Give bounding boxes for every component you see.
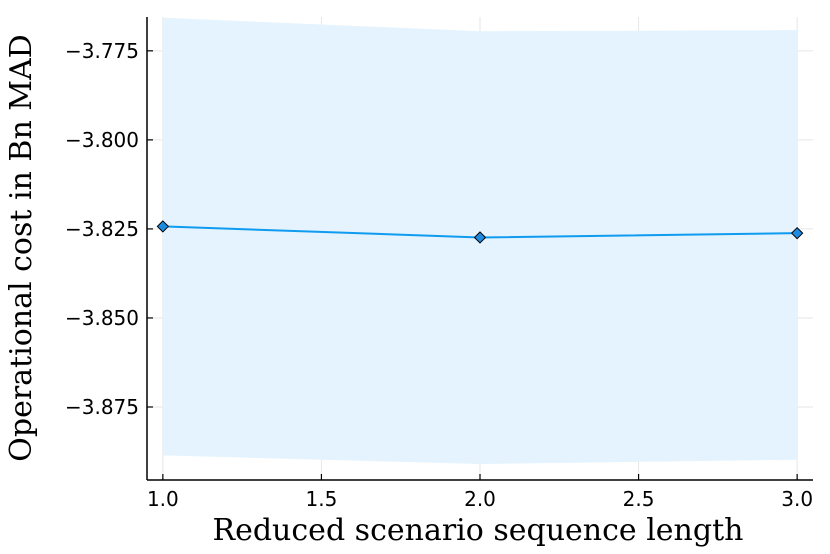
x-tick-label: 2.0 bbox=[464, 487, 496, 511]
y-tick-label: −3.800 bbox=[65, 128, 139, 152]
data-point-marker bbox=[156, 220, 170, 233]
series-layer bbox=[156, 220, 804, 244]
x-tick-label: 1.5 bbox=[306, 487, 338, 511]
x-tick-label: 3.0 bbox=[781, 487, 813, 511]
y-axis-ticks: −3.775 −3.800 −3.825 −3.850 −3.875 bbox=[65, 39, 153, 419]
x-tick-label: 2.5 bbox=[623, 487, 655, 511]
x-axis-label: Reduced scenario sequence length bbox=[213, 513, 744, 548]
data-point-marker bbox=[473, 231, 487, 244]
y-tick-label: −3.775 bbox=[65, 39, 139, 63]
x-axis-ticks: 1.0 1.5 2.0 2.5 3.0 bbox=[147, 474, 813, 511]
y-axis-label: Operational cost in Bn MAD bbox=[4, 34, 39, 461]
y-tick-label: −3.850 bbox=[65, 306, 139, 330]
y-tick-label: −3.825 bbox=[65, 217, 139, 241]
y-tick-label: −3.875 bbox=[65, 395, 139, 419]
data-point-marker bbox=[790, 226, 804, 240]
x-tick-label: 1.0 bbox=[147, 487, 179, 511]
